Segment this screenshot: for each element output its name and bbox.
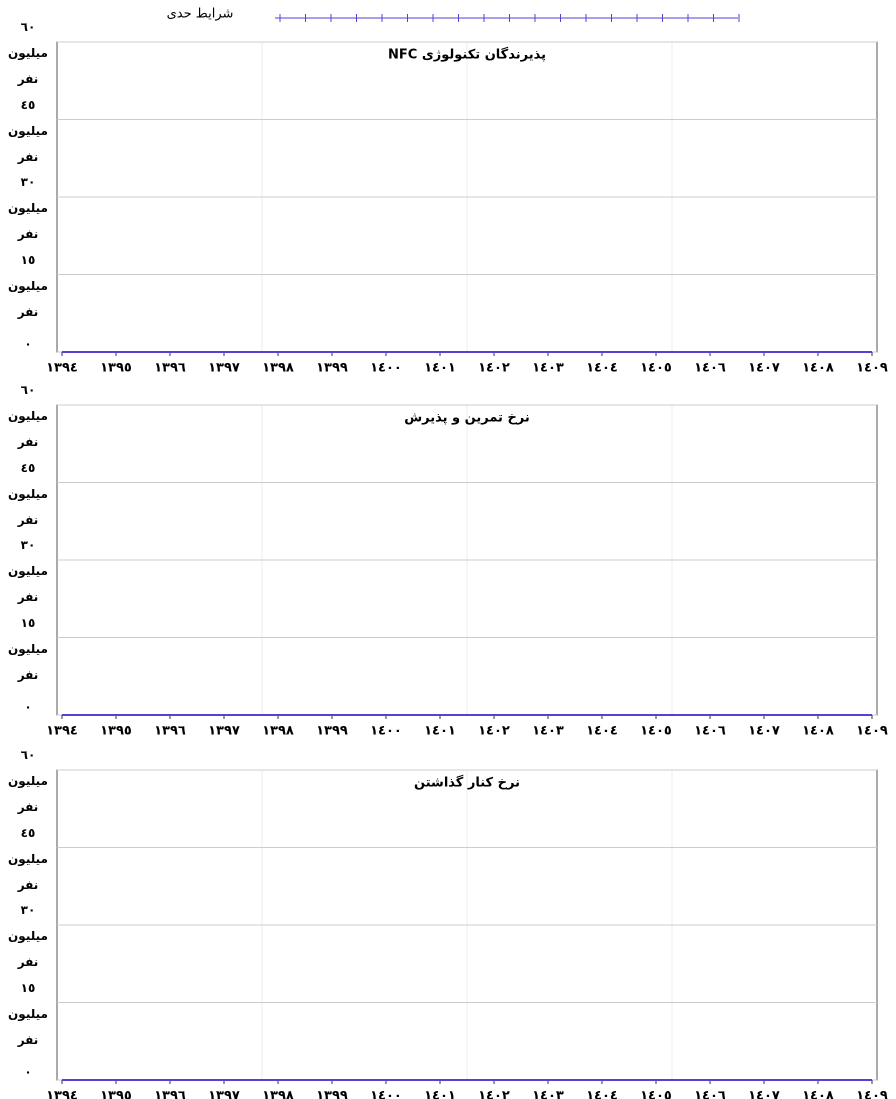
- x-tick-label: ١٤٠١: [424, 1089, 456, 1099]
- x-tick-label: ١٤٠٨: [802, 724, 834, 739]
- y-tick-label: ١٥ میلیون نفر: [8, 252, 48, 319]
- y-tick-label: ٦٠ میلیون نفر: [8, 383, 48, 449]
- x-tick-label: ١٤٠٦: [694, 1089, 726, 1099]
- y-tick-label: ٦٠ میلیون نفر: [8, 748, 48, 814]
- x-tick-label: ١٤٠٨: [802, 361, 834, 376]
- x-tick-label: ١٣٩٤: [46, 1089, 78, 1099]
- x-tick-label: ١٤٠٥: [640, 1089, 672, 1099]
- x-tick-label: ١٣٩٥: [100, 1089, 132, 1099]
- x-tick-label: ١٤٠٦: [694, 361, 726, 376]
- y-tick-label: ٠: [24, 1065, 32, 1079]
- legend-label: شرایط حدی: [167, 7, 234, 22]
- x-tick-label: ١٤٠٤: [586, 1089, 618, 1099]
- x-tick-label: ١٤٠١: [424, 361, 456, 376]
- x-tick-label: ١٣٩٩: [316, 1089, 348, 1099]
- y-tick-label: ٠: [24, 337, 32, 351]
- x-tick-label: ١٤٠٠: [370, 1089, 402, 1099]
- x-tick-label: ١٤٠٣: [532, 1089, 564, 1099]
- x-tick-label: ١٣٩٤: [46, 724, 78, 739]
- x-tick-label: ١٣٩٦: [154, 1089, 186, 1099]
- chart-title: نرخ کنار گذاشتن: [414, 775, 520, 791]
- y-tick-label: ١٥ میلیون نفر: [8, 615, 48, 682]
- x-tick-label: ١٤٠٥: [640, 724, 672, 739]
- x-tick-label: ١٤٠٨: [802, 1089, 834, 1099]
- x-tick-label: ١٣٩٧: [208, 724, 240, 739]
- x-tick-label: ١٤٠٠: [370, 361, 402, 376]
- x-tick-label: ١٣٩٧: [208, 1089, 240, 1099]
- x-tick-label: ١٣٩٨: [262, 724, 294, 739]
- x-tick-label: ١٤٠٤: [586, 361, 618, 376]
- x-tick-label: ١٤٠٧: [748, 724, 780, 739]
- x-tick-label: ١٣٩٥: [100, 361, 132, 376]
- x-tick-label: ١٤٠٩: [856, 724, 888, 739]
- x-tick-label: ١٤٠٢: [478, 724, 510, 739]
- x-tick-label: ١٣٩٧: [208, 361, 240, 376]
- x-tick-label: ١٤٠٧: [748, 1089, 780, 1099]
- x-tick-label: ١٤٠٩: [856, 1089, 888, 1099]
- x-tick-label: ١٣٩٩: [316, 361, 348, 376]
- x-tick-label: ١٣٩٩: [316, 724, 348, 739]
- y-tick-label: ٦٠ میلیون نفر: [8, 20, 48, 86]
- x-tick-label: ١٣٩٦: [154, 361, 186, 376]
- x-tick-label: ١٤٠٣: [532, 724, 564, 739]
- x-tick-label: ١٤٠٧: [748, 361, 780, 376]
- x-tick-label: ١٤٠٢: [478, 361, 510, 376]
- x-tick-label: ١٤٠٩: [856, 361, 888, 376]
- y-tick-label: ٣٠ میلیون نفر: [8, 538, 48, 604]
- x-tick-label: ١٣٩٨: [262, 361, 294, 376]
- x-tick-label: ١٤٠٠: [370, 724, 402, 739]
- x-tick-label: ١٤٠٢: [478, 1089, 510, 1099]
- chart-title: پذیرندگان تکنولوژی NFC: [388, 47, 546, 63]
- y-tick-label: ٠: [24, 700, 32, 714]
- y-tick-label: ٣٠ میلیون نفر: [8, 903, 48, 969]
- y-tick-label: ١٥ میلیون نفر: [8, 980, 48, 1047]
- x-tick-label: ١٤٠٦: [694, 724, 726, 739]
- y-tick-label: ٤٥ میلیون نفر: [8, 460, 48, 527]
- x-tick-label: ١٣٩٥: [100, 724, 132, 739]
- x-tick-label: ١٣٩٨: [262, 1089, 294, 1099]
- x-tick-label: ١٤٠٥: [640, 361, 672, 376]
- y-tick-label: ٤٥ میلیون نفر: [8, 97, 48, 164]
- y-tick-label: ٣٠ میلیون نفر: [8, 175, 48, 241]
- x-tick-label: ١٣٩٦: [154, 724, 186, 739]
- y-tick-label: ٤٥ میلیون نفر: [8, 825, 48, 892]
- x-tick-label: ١٤٠٤: [586, 724, 618, 739]
- chart-title: نرخ تمرین و پذیرش: [404, 411, 530, 426]
- x-tick-label: ١٤٠٣: [532, 361, 564, 376]
- x-tick-label: ١٣٩٤: [46, 361, 78, 376]
- x-tick-label: ١٤٠١: [424, 724, 456, 739]
